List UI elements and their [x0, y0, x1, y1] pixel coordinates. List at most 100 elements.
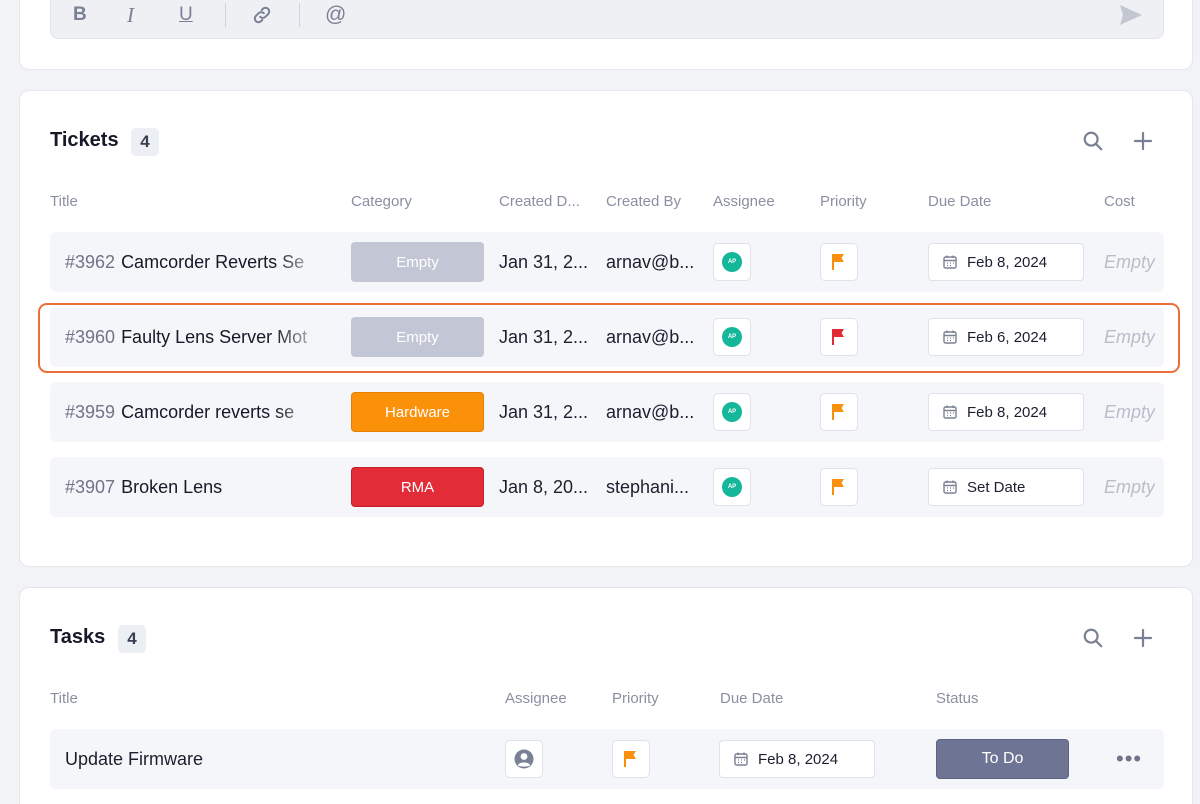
assignee-button[interactable]: AP — [713, 243, 751, 281]
category-cell: RMA — [351, 457, 484, 517]
due-date-value: Set Date — [967, 478, 1026, 496]
due-date-picker[interactable]: Feb 6, 2024 — [928, 318, 1084, 356]
tickets-panel: Tickets 4 Title Category Created D... Cr… — [19, 90, 1193, 567]
ticket-row[interactable]: #3962 Camcorder Reverts Se Empty Jan 31,… — [50, 232, 1164, 292]
link-icon[interactable] — [251, 3, 273, 27]
priority-button[interactable] — [820, 393, 858, 431]
assignee-cell: AP — [713, 457, 751, 517]
ticket-title-cell[interactable]: #3962 Camcorder Reverts Se — [65, 232, 327, 292]
cost-cell[interactable]: Empty — [1104, 457, 1155, 517]
due-date-picker[interactable]: Feb 8, 2024 — [928, 243, 1084, 281]
bold-icon[interactable]: B — [73, 4, 87, 25]
assignee-button[interactable] — [505, 740, 543, 778]
tasks-panel: Tasks 4 Title Assignee Priority Due Date… — [19, 587, 1193, 804]
ticket-title-cell[interactable]: #3960 Faulty Lens Server Mot — [65, 307, 327, 367]
column-header-created-by[interactable]: Created By — [606, 193, 682, 210]
at-mention-icon[interactable]: @ — [325, 3, 347, 26]
column-header-title[interactable]: Title — [50, 690, 78, 707]
ticket-title-cell[interactable]: #3907 Broken Lens — [65, 457, 327, 517]
column-header-due-date[interactable]: Due Date — [928, 193, 992, 210]
due-date-picker[interactable]: Feb 8, 2024 — [719, 740, 875, 778]
avatar: AP — [722, 252, 742, 272]
created-by: arnav@b... — [606, 326, 695, 347]
category-pill[interactable]: Empty — [351, 317, 484, 357]
assignee-button[interactable]: AP — [713, 468, 751, 506]
ticket-title: Camcorder Reverts Se — [121, 251, 305, 272]
add-ticket-icon[interactable] — [1130, 128, 1156, 154]
status-pill[interactable]: To Do — [936, 739, 1069, 779]
ticket-title: Camcorder reverts se — [121, 401, 295, 422]
ticket-row[interactable]: #3907 Broken Lens RMA Jan 8, 20... steph… — [50, 457, 1164, 517]
created-date: Jan 31, 2... — [499, 326, 589, 347]
column-header-priority[interactable]: Priority — [820, 193, 867, 210]
due-date-value: Feb 6, 2024 — [967, 328, 1048, 346]
italic-icon[interactable]: I — [127, 2, 134, 27]
assignee-cell: AP — [713, 382, 751, 442]
due-date-value: Feb 8, 2024 — [967, 253, 1048, 271]
underline-icon[interactable]: U — [179, 4, 193, 25]
due-date-picker[interactable]: Feb 8, 2024 — [928, 393, 1084, 431]
add-task-icon[interactable] — [1130, 625, 1156, 651]
tasks-count-badge: 4 — [118, 625, 146, 653]
created-date: Jan 8, 20... — [499, 476, 589, 497]
task-row[interactable]: Update Firmware Feb 8, 2024 To Do ••• — [50, 729, 1164, 789]
category-cell: Hardware — [351, 382, 484, 442]
category-pill[interactable]: RMA — [351, 467, 484, 507]
column-header-created-date[interactable]: Created D... — [499, 193, 580, 210]
ticket-title-cell[interactable]: #3959 Camcorder reverts se — [65, 382, 327, 442]
created-by: arnav@b... — [606, 401, 695, 422]
created-by: arnav@b... — [606, 251, 695, 272]
calendar-icon — [943, 405, 957, 419]
due-date-picker[interactable]: Set Date — [928, 468, 1084, 506]
cost-cell[interactable]: Empty — [1104, 382, 1155, 442]
column-header-title[interactable]: Title — [50, 193, 78, 210]
category-pill[interactable]: Empty — [351, 242, 484, 282]
priority-cell — [820, 232, 858, 292]
send-icon[interactable] — [1119, 3, 1143, 27]
priority-button[interactable] — [820, 318, 858, 356]
column-header-category[interactable]: Category — [351, 193, 412, 210]
column-header-assignee[interactable]: Assignee — [505, 690, 567, 707]
priority-button[interactable] — [820, 243, 858, 281]
assignee-button[interactable]: AP — [713, 318, 751, 356]
flag-icon — [832, 329, 844, 345]
priority-cell — [820, 307, 858, 367]
ticket-number: #3907 — [65, 476, 116, 497]
column-header-due-date[interactable]: Due Date — [720, 690, 784, 707]
priority-button[interactable] — [612, 740, 650, 778]
cost-cell[interactable]: Empty — [1104, 232, 1155, 292]
toolbar-divider — [299, 3, 300, 27]
due-date-cell: Set Date — [928, 457, 1084, 517]
column-header-status[interactable]: Status — [936, 690, 979, 707]
flag-icon — [832, 404, 844, 420]
due-date-value: Feb 8, 2024 — [758, 750, 839, 768]
category-pill[interactable]: Hardware — [351, 392, 484, 432]
ticket-number: #3959 — [65, 401, 116, 422]
column-header-cost[interactable]: Cost — [1104, 193, 1135, 210]
toolbar-divider — [225, 3, 226, 27]
ticket-title: Faulty Lens Server Mot — [121, 326, 308, 347]
flag-icon — [832, 254, 844, 270]
category-cell: Empty — [351, 232, 484, 292]
assignee-cell: AP — [713, 232, 751, 292]
search-icon[interactable] — [1080, 128, 1106, 154]
assignee-button[interactable]: AP — [713, 393, 751, 431]
calendar-icon — [943, 330, 957, 344]
calendar-icon — [734, 752, 748, 766]
cost-cell[interactable]: Empty — [1104, 307, 1155, 367]
more-options-icon[interactable]: ••• — [1116, 729, 1142, 789]
ticket-row[interactable]: #3959 Camcorder reverts se Hardware Jan … — [50, 382, 1164, 442]
formatting-toolbar: B I U @ — [50, 0, 1164, 39]
ticket-number: #3960 — [65, 326, 116, 347]
task-title[interactable]: Update Firmware — [65, 748, 204, 769]
column-header-assignee[interactable]: Assignee — [713, 193, 775, 210]
tickets-title: Tickets — [50, 129, 119, 151]
column-header-priority[interactable]: Priority — [612, 690, 659, 707]
search-icon[interactable] — [1080, 625, 1106, 651]
due-date-cell: Feb 8, 2024 — [928, 382, 1084, 442]
cost-value: Empty — [1104, 326, 1156, 347]
ticket-row[interactable]: #3960 Faulty Lens Server Mot Empty Jan 3… — [50, 307, 1164, 367]
created-date: Jan 31, 2... — [499, 251, 589, 272]
priority-button[interactable] — [820, 468, 858, 506]
avatar: AP — [722, 327, 742, 347]
